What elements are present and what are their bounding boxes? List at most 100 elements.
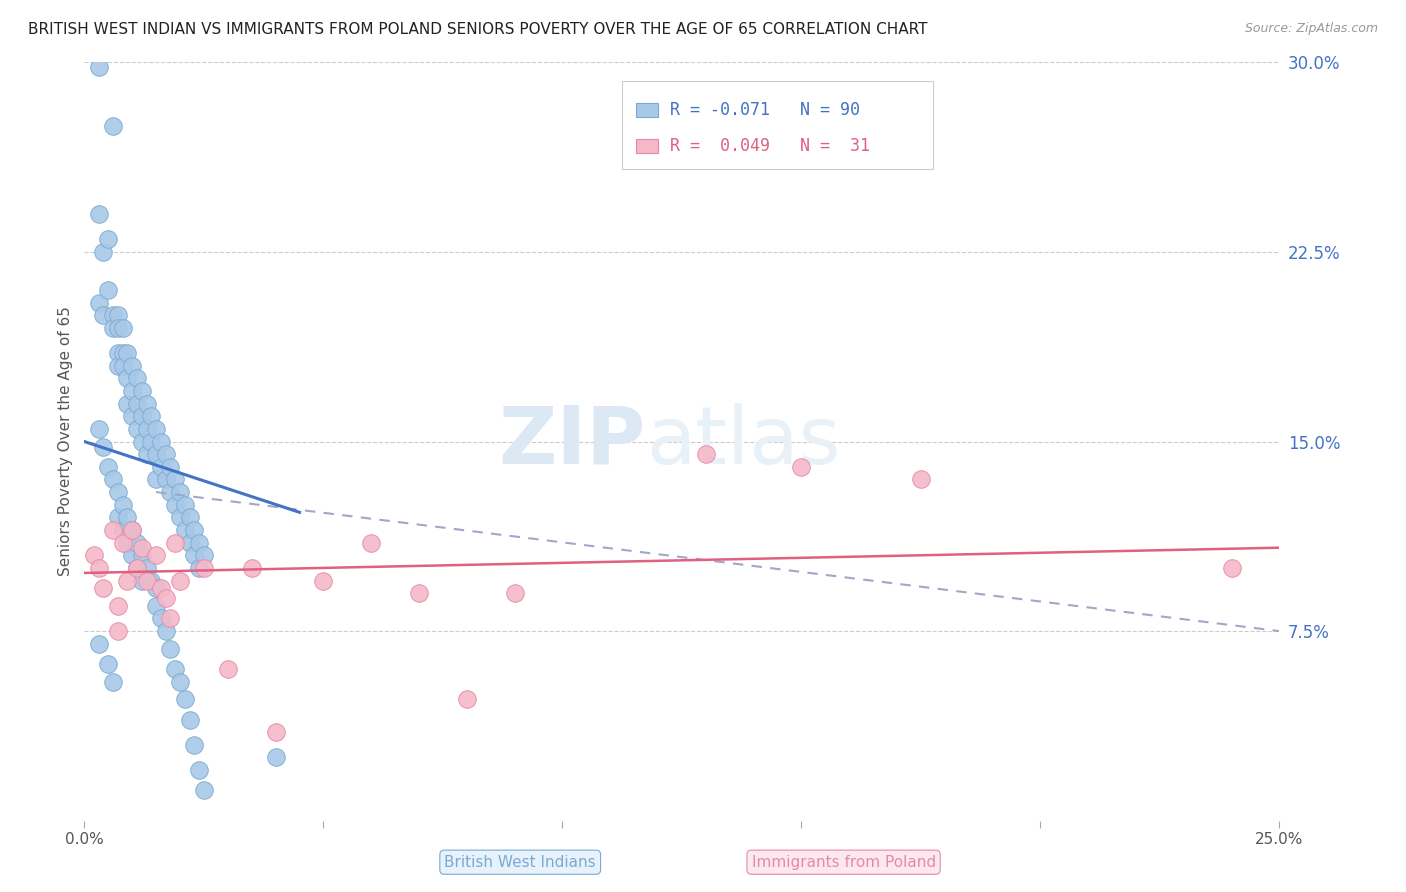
Point [145,473,167,487]
Point [312,574,335,588]
Point [121,409,143,424]
Point [135,396,157,410]
Point [125,422,148,436]
Point [910,473,932,487]
Point [149,611,172,625]
Point [149,581,172,595]
Point [173,498,195,512]
Point [117,371,139,385]
Point [117,396,139,410]
Point [159,485,181,500]
Point [131,409,153,424]
Point [131,548,153,563]
Point [145,599,167,613]
Point [503,586,526,600]
Point [264,750,287,764]
Point [93,308,115,322]
Point [159,459,181,474]
Point [111,346,134,360]
Point [125,535,148,549]
Point [173,523,195,537]
Point [101,523,124,537]
Point [135,574,157,588]
Point [111,523,134,537]
Point [179,535,201,549]
Point [117,510,139,524]
FancyBboxPatch shape [637,103,658,117]
Point [101,674,124,689]
Point [107,510,129,524]
FancyBboxPatch shape [637,139,658,153]
Point [125,396,148,410]
FancyBboxPatch shape [623,81,934,169]
Point [135,422,157,436]
Point [169,574,191,588]
Point [87,207,110,221]
Point [165,662,187,676]
Point [149,459,172,474]
Point [695,447,717,461]
Point [117,535,139,549]
Point [179,510,201,524]
Point [125,371,148,385]
Point [155,473,177,487]
Point [101,119,124,133]
Point [107,599,129,613]
Point [145,548,167,563]
Point [121,548,143,563]
Point [97,283,120,297]
Point [183,738,205,752]
Point [141,574,163,588]
Point [149,434,172,449]
Point [165,473,187,487]
Point [87,637,110,651]
Point [135,447,157,461]
Point [107,308,129,322]
Point [117,574,139,588]
Point [217,662,239,676]
Point [93,244,115,259]
Point [111,498,134,512]
Point [111,535,134,549]
Point [121,523,143,537]
Point [155,591,177,606]
Point [169,674,191,689]
Point [183,523,205,537]
Point [125,561,148,575]
Text: Immigrants from Poland: Immigrants from Poland [752,855,935,870]
Point [131,384,153,398]
Point [125,561,148,575]
Point [408,586,430,600]
Point [141,434,163,449]
Point [179,713,201,727]
Point [183,548,205,563]
Text: atlas: atlas [647,402,841,481]
Point [135,561,157,575]
Point [193,561,215,575]
Point [101,308,124,322]
Point [107,359,129,373]
Point [111,359,134,373]
Point [101,320,124,334]
Point [83,548,105,563]
Text: British West Indians: British West Indians [444,855,596,870]
Point [121,359,143,373]
Point [107,624,129,639]
Point [159,641,181,656]
Point [159,611,181,625]
Point [264,725,287,739]
Point [117,346,139,360]
Point [193,783,215,797]
Point [145,581,167,595]
Point [121,523,143,537]
Text: ZIP: ZIP [499,402,647,481]
Point [145,447,167,461]
Point [188,561,211,575]
Point [121,384,143,398]
Point [107,320,129,334]
Point [111,320,134,334]
Point [165,535,187,549]
Point [107,346,129,360]
Point [93,440,115,454]
Point [188,535,211,549]
